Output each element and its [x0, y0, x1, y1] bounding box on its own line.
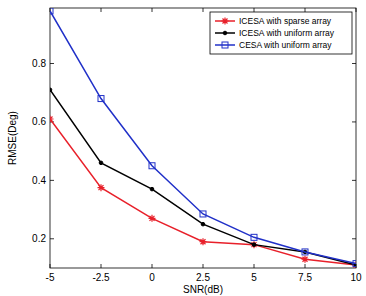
- data-point: [200, 211, 206, 217]
- x-tick: [101, 264, 102, 268]
- legend-label: ICESA with sparse array: [239, 16, 332, 26]
- y-tick-right: [352, 121, 356, 122]
- x-tick-top: [254, 8, 255, 12]
- x-tick-top: [305, 8, 306, 12]
- data-point: [200, 238, 207, 245]
- plot-area: [50, 8, 356, 268]
- series-line: [50, 119, 356, 265]
- x-tick-label: 0: [149, 272, 155, 283]
- x-tick-label: 2.5: [196, 272, 210, 283]
- data-point: [201, 222, 205, 226]
- data-point: [98, 184, 105, 191]
- data-point: [50, 88, 52, 92]
- legend-line: [215, 44, 235, 46]
- data-point: [149, 215, 156, 222]
- chart: -5 -2.5 0 2.5 5 7.5 10 0.2 0.4 0.6 0.8 SNR(dB) RMSE(…: [0, 0, 366, 296]
- data-point: [98, 96, 104, 102]
- series: [50, 88, 356, 267]
- x-tick-top: [356, 8, 357, 12]
- data-point: [99, 161, 103, 165]
- data-point: [302, 249, 308, 255]
- y-tick-right: [352, 238, 356, 239]
- data-point: [50, 116, 54, 123]
- data-point: [302, 256, 309, 263]
- x-tick-top: [152, 8, 153, 12]
- x-tick-top: [203, 8, 204, 12]
- y-tick: [50, 238, 54, 239]
- data-point: [252, 243, 256, 247]
- y-tick-label: 0.4: [32, 175, 46, 186]
- y-tick: [50, 180, 54, 181]
- x-tick: [152, 264, 153, 268]
- x-tick: [50, 264, 51, 268]
- x-tick-label: -2.5: [92, 272, 110, 283]
- legend-marker: [222, 18, 229, 25]
- x-tick-label: 10: [350, 272, 362, 283]
- data-point: [251, 234, 257, 240]
- data-point: [149, 163, 155, 169]
- data-point: [353, 261, 356, 267]
- y-tick: [50, 63, 54, 64]
- legend-marker: [223, 31, 227, 35]
- x-tick-label: 7.5: [298, 272, 312, 283]
- y-tick-label: 0.6: [32, 116, 46, 127]
- legend-marker: [222, 42, 228, 48]
- y-tick-label: 0.2: [32, 233, 46, 244]
- y-tick-label: 0.8: [32, 58, 46, 69]
- x-tick-label: 5: [251, 272, 257, 283]
- y-tick-right: [352, 180, 356, 181]
- legend-label: CESA with uniform array: [239, 40, 332, 50]
- data-point: [150, 187, 154, 191]
- data-point: [50, 8, 53, 14]
- x-tick: [254, 264, 255, 268]
- y-axis-label: RMSE(Deg): [7, 111, 18, 165]
- legend-label: ICESA with uniform array: [239, 28, 335, 38]
- series: [50, 116, 356, 268]
- series-line: [50, 11, 356, 264]
- x-tick-top: [101, 8, 102, 12]
- x-tick: [305, 264, 306, 268]
- legend: ICESA with sparse array ICESA with unifor…: [210, 12, 352, 54]
- background: [0, 0, 366, 296]
- plot-frame: [50, 8, 356, 268]
- y-tick-right: [352, 63, 356, 64]
- x-tick: [203, 264, 204, 268]
- legend-box: [210, 12, 352, 54]
- series: [50, 8, 356, 267]
- series-line: [50, 90, 356, 265]
- x-axis-label: SNR(dB): [183, 284, 223, 295]
- x-tick-label: -5: [46, 272, 55, 283]
